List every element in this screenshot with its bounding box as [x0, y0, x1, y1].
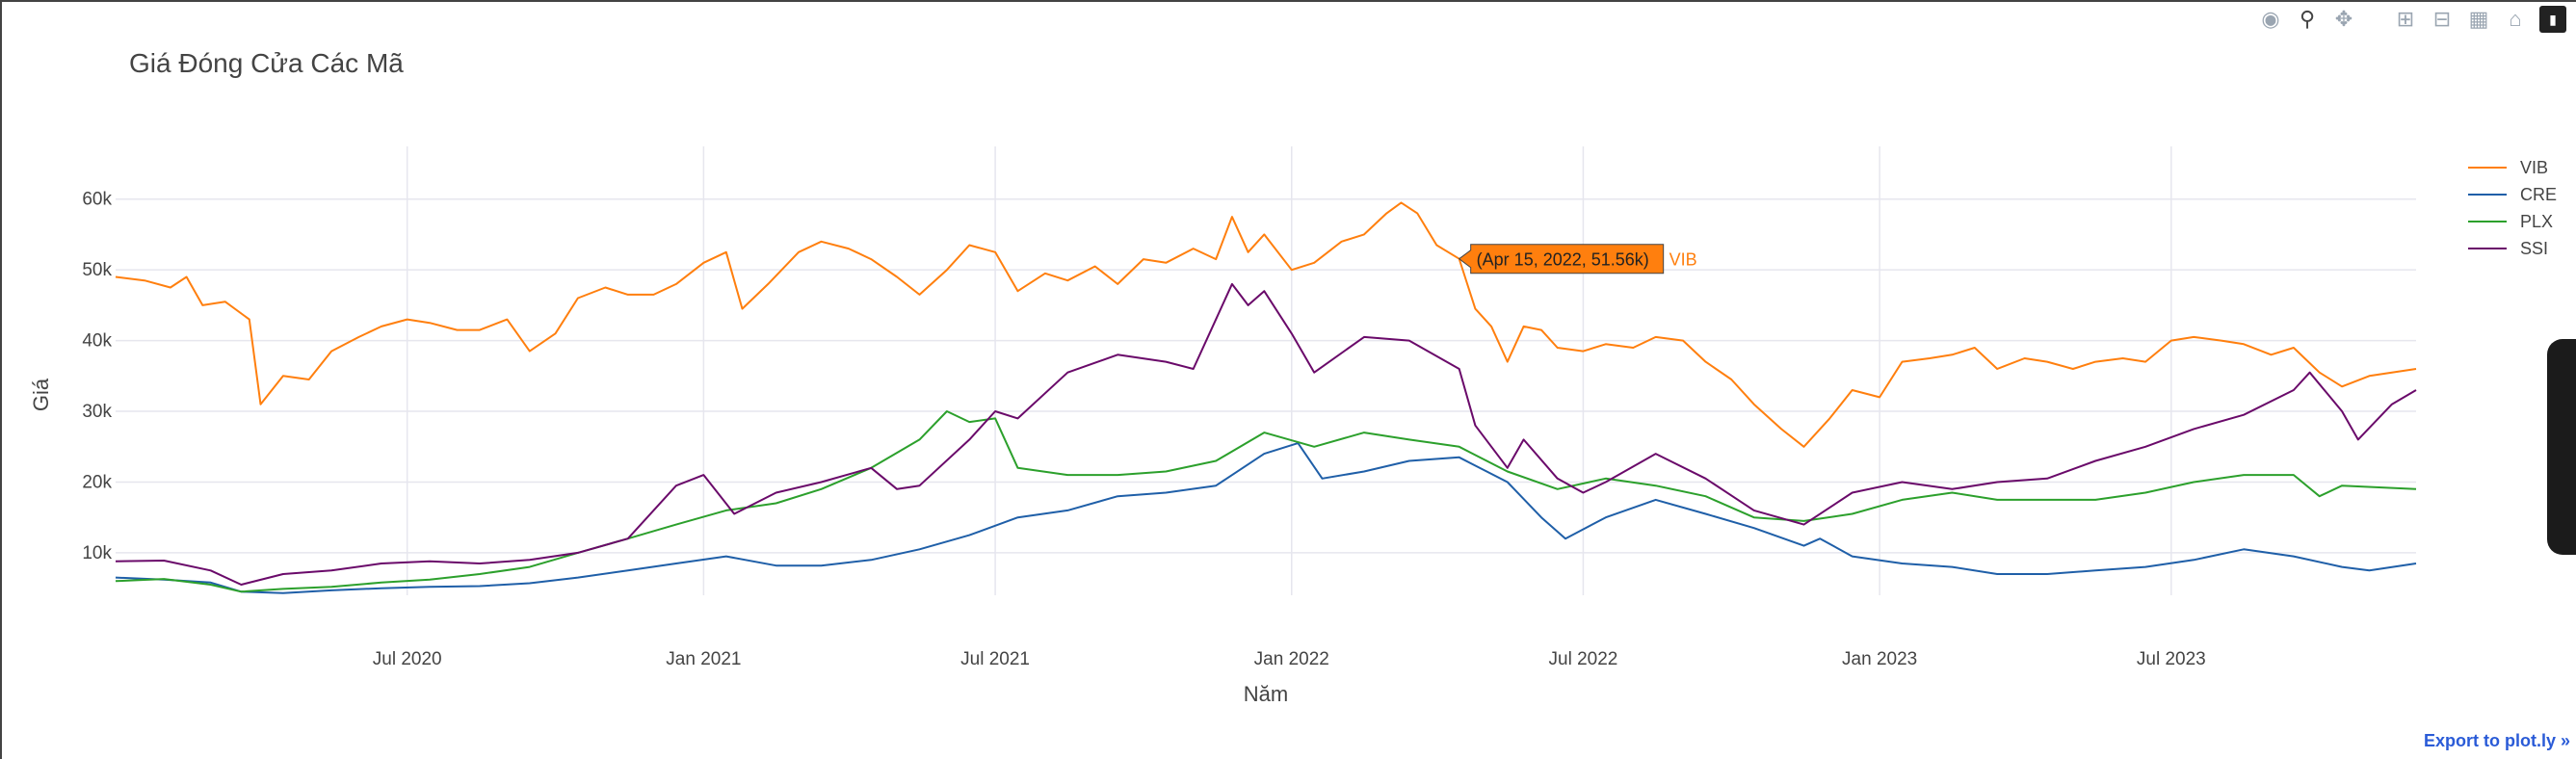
- x-tick-label: Jan 2023: [1842, 649, 1917, 669]
- legend: VIB CRE PLX SSI: [2468, 154, 2557, 262]
- autoscale-icon[interactable]: ▦: [2468, 7, 2489, 31]
- legend-label-cre: CRE: [2520, 184, 2558, 204]
- zoom-in-icon[interactable]: ⊞: [2396, 7, 2415, 31]
- hover-tooltip-box: [1458, 244, 1665, 275]
- x-tick-label: Jul 2023: [2137, 649, 2206, 669]
- legend-swatch-vib: [2468, 167, 2507, 169]
- reset-axes-icon[interactable]: ⌂: [2509, 7, 2522, 31]
- chart-title: Giá Đóng Cửa Các Mã: [129, 48, 404, 78]
- legend-label-vib: VIB: [2520, 157, 2549, 177]
- series-line-cre[interactable]: [115, 442, 2417, 594]
- side-widget[interactable]: [2547, 339, 2576, 555]
- modebar: ◉ ⚲ ✥ ⊞ ⊟ ▦ ⌂ ▮: [2258, 6, 2566, 33]
- x-tick-label: Jul 2022: [1549, 649, 1618, 669]
- y-tick-label: 20k: [82, 472, 112, 492]
- y-axis-title: Giá: [29, 378, 53, 411]
- pan-icon[interactable]: ✥: [2334, 7, 2353, 31]
- legend-swatch-plx: [2468, 221, 2507, 222]
- export-link[interactable]: Export to plot.ly »: [2423, 731, 2570, 750]
- series-line-plx[interactable]: [115, 410, 2417, 593]
- legend-label-plx: PLX: [2520, 211, 2554, 231]
- legend-swatch-cre: [2468, 194, 2507, 196]
- zoom-icon[interactable]: ⚲: [2299, 7, 2316, 31]
- hover-tooltip-series: VIB: [1669, 250, 1697, 270]
- legend-item-vib[interactable]: VIB: [2468, 154, 2557, 181]
- hover-tooltip-text: (Apr 15, 2022, 51.56k): [1477, 250, 1649, 270]
- legend-item-plx[interactable]: PLX: [2468, 208, 2557, 235]
- y-tick-label: 40k: [82, 331, 112, 352]
- zoom-out-icon[interactable]: ⊟: [2432, 7, 2452, 31]
- y-tick-label: 30k: [82, 402, 112, 422]
- y-tick-label: 60k: [82, 190, 112, 210]
- y-tick-label: 50k: [82, 260, 112, 280]
- camera-icon[interactable]: ◉: [2261, 7, 2280, 31]
- y-tick-label: 10k: [82, 543, 112, 563]
- x-tick-label: Jul 2020: [373, 649, 442, 669]
- x-tick-label: Jul 2021: [960, 649, 1030, 669]
- x-tick-label: Jan 2022: [1254, 649, 1329, 669]
- series-line-ssi[interactable]: [115, 282, 2417, 586]
- legend-item-ssi[interactable]: SSI: [2468, 235, 2557, 262]
- legend-item-cre[interactable]: CRE: [2468, 181, 2557, 208]
- x-tick-label: Jan 2021: [666, 649, 741, 669]
- series-line-vib[interactable]: [115, 201, 2417, 448]
- legend-swatch-ssi: [2468, 248, 2507, 249]
- legend-label-ssi: SSI: [2520, 238, 2549, 258]
- x-axis-title: Năm: [1244, 682, 1288, 706]
- plotly-logo-icon[interactable]: ▮: [2539, 6, 2566, 33]
